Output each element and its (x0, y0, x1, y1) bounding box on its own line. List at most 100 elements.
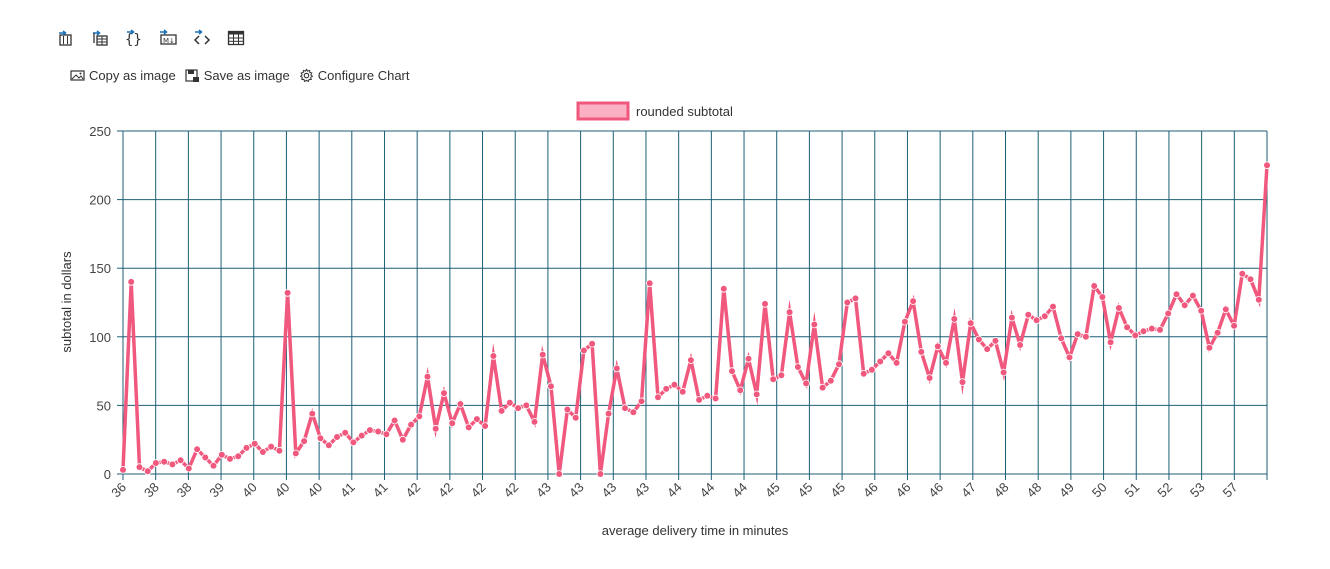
data-point[interactable] (621, 404, 629, 412)
copy-as-image-button[interactable]: Copy as image (70, 68, 176, 83)
data-point[interactable] (1082, 332, 1090, 341)
data-point[interactable] (612, 364, 621, 373)
data-point[interactable] (448, 419, 457, 428)
data-point[interactable] (300, 437, 308, 445)
data-point[interactable] (925, 374, 934, 382)
data-point[interactable] (423, 372, 432, 381)
data-point[interactable] (407, 420, 415, 429)
data-point[interactable] (143, 467, 152, 476)
data-point[interactable] (390, 416, 399, 425)
data-point[interactable] (1041, 312, 1049, 321)
data-point[interactable] (514, 404, 522, 412)
data-point[interactable] (374, 427, 382, 436)
data-point[interactable] (892, 359, 901, 367)
data-point[interactable] (1115, 304, 1123, 312)
data-point[interactable] (637, 397, 646, 406)
data-point[interactable] (909, 297, 917, 305)
data-point[interactable] (283, 289, 292, 297)
data-point[interactable] (687, 356, 695, 364)
data-point[interactable] (868, 365, 876, 374)
data-point[interactable] (522, 401, 531, 410)
data-point[interactable] (1189, 291, 1197, 300)
data-point[interactable] (884, 349, 893, 358)
data-point[interactable] (1172, 290, 1181, 299)
data-point[interactable] (835, 360, 843, 369)
export-csv-icon[interactable] (56, 28, 76, 48)
data-point[interactable] (695, 396, 703, 404)
data-point[interactable] (876, 357, 884, 366)
data-point[interactable] (1065, 353, 1074, 362)
data-point[interactable] (1197, 306, 1205, 315)
data-point[interactable] (736, 386, 745, 395)
data-point[interactable] (226, 455, 234, 463)
data-point[interactable] (604, 409, 613, 418)
data-point[interactable] (645, 279, 654, 288)
data-point[interactable] (259, 448, 267, 456)
data-point[interactable] (366, 426, 374, 434)
data-point[interactable] (851, 294, 860, 303)
data-point[interactable] (1246, 275, 1255, 284)
data-point[interactable] (555, 470, 563, 478)
data-point[interactable] (703, 391, 712, 400)
data-point[interactable] (678, 387, 687, 396)
data-point[interactable] (1057, 334, 1065, 343)
data-point[interactable] (942, 359, 950, 367)
data-point[interactable] (456, 400, 465, 408)
data-point[interactable] (917, 348, 926, 356)
data-point[interactable] (580, 346, 588, 355)
data-point[interactable] (1024, 310, 1033, 319)
data-point[interactable] (398, 435, 407, 444)
data-point[interactable] (1230, 321, 1238, 330)
data-point[interactable] (333, 433, 341, 441)
data-point[interactable] (1222, 305, 1230, 314)
data-point[interactable] (785, 308, 794, 316)
data-point[interactable] (670, 380, 679, 389)
data-point[interactable] (818, 383, 827, 392)
data-point[interactable] (382, 430, 391, 439)
data-point[interactable] (777, 371, 786, 380)
data-point[interactable] (218, 450, 226, 459)
data-point[interactable] (250, 439, 259, 448)
data-point[interactable] (547, 382, 555, 391)
data-point[interactable] (1139, 327, 1148, 336)
data-point[interactable] (324, 441, 333, 450)
data-point[interactable] (185, 464, 193, 473)
data-point[interactable] (629, 408, 638, 417)
data-point[interactable] (349, 438, 358, 447)
data-point[interactable] (193, 445, 201, 454)
export-json-icon[interactable]: {} (124, 28, 144, 48)
data-point[interactable] (719, 284, 728, 293)
data-point[interactable] (464, 423, 473, 432)
data-point[interactable] (267, 442, 275, 451)
data-point[interactable] (275, 446, 284, 455)
data-point[interactable] (152, 459, 160, 467)
data-point[interactable] (201, 453, 210, 462)
data-point[interactable] (119, 466, 127, 474)
export-excel-icon[interactable] (90, 28, 110, 48)
data-point[interactable] (1205, 343, 1214, 352)
data-point[interactable] (711, 394, 720, 403)
data-point[interactable] (802, 379, 810, 388)
data-point[interactable] (794, 363, 802, 371)
data-point[interactable] (991, 337, 1000, 345)
chart-legend[interactable]: rounded subtotal (576, 101, 733, 121)
table-view-icon[interactable] (226, 28, 246, 48)
data-point[interactable] (1016, 341, 1024, 349)
data-point[interactable] (291, 449, 300, 458)
data-point[interactable] (234, 452, 243, 461)
data-point[interactable] (1008, 313, 1016, 322)
data-point[interactable] (1032, 316, 1041, 325)
data-point[interactable] (999, 368, 1008, 377)
data-point[interactable] (160, 457, 169, 466)
data-point[interactable] (1238, 269, 1247, 278)
data-point[interactable] (744, 354, 753, 363)
data-point[interactable] (473, 415, 481, 423)
data-point[interactable] (538, 350, 547, 359)
data-point[interactable] (810, 320, 819, 329)
data-point[interactable] (440, 389, 448, 397)
data-point[interactable] (843, 298, 852, 307)
data-point[interactable] (958, 378, 967, 386)
data-point[interactable] (135, 463, 144, 471)
export-xml-icon[interactable] (192, 28, 212, 48)
data-point[interactable] (489, 352, 498, 360)
